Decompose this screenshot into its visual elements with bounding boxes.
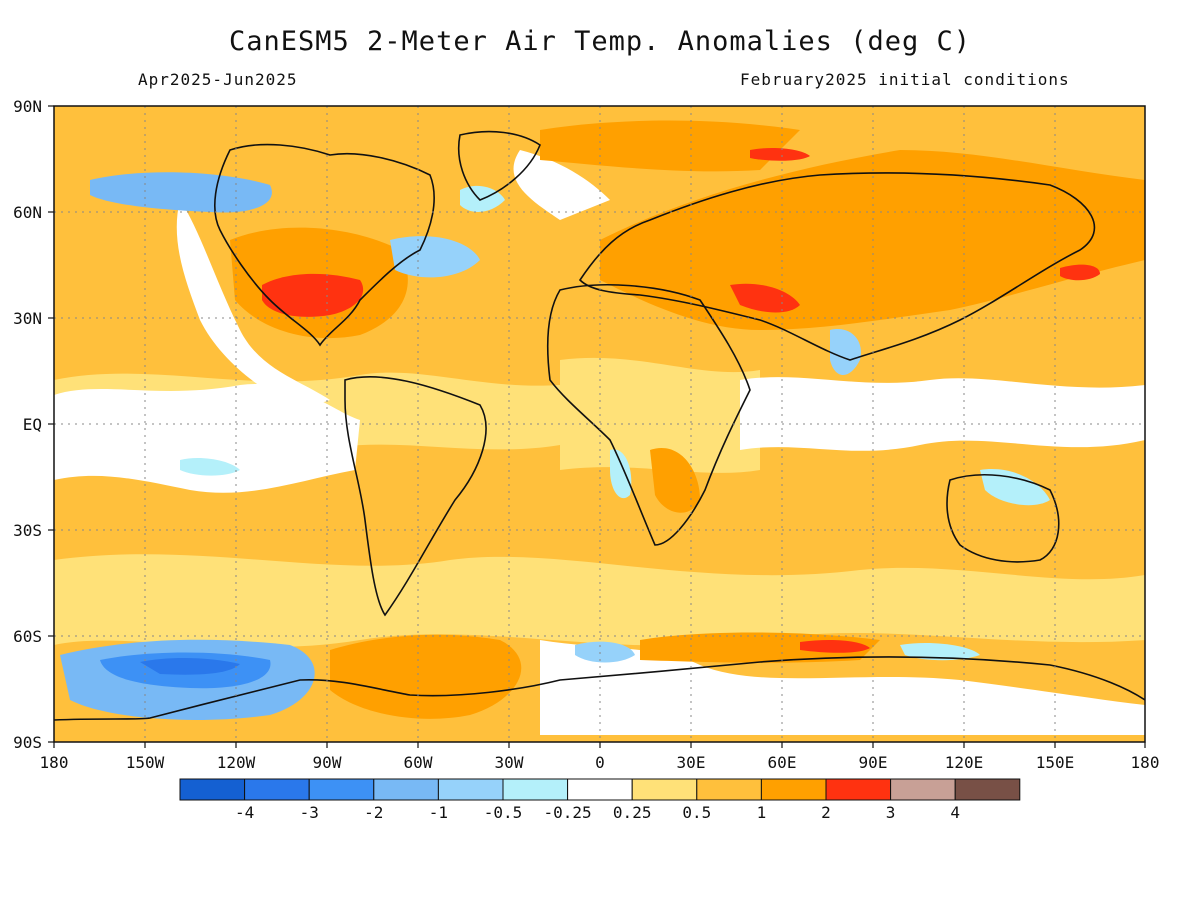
- southern-ocean-weak-warm: [54, 554, 1145, 648]
- lon-label: 150W: [126, 753, 165, 772]
- longitude-labels: 180 150W 120W 90W 60W 30W 0 30E 60E 90E …: [40, 753, 1160, 772]
- colorbar-cell: [631, 778, 698, 801]
- southern-indian-warm: [640, 632, 880, 663]
- antarctic-cool-patch: [900, 643, 980, 661]
- forecast-period: Apr2025-Jun2025: [138, 70, 298, 89]
- lon-label: 60W: [404, 753, 433, 772]
- colorbar-label: 0.5: [682, 803, 711, 822]
- southern-ocean-strong-warm: [800, 640, 870, 653]
- australia-cool: [980, 469, 1050, 506]
- north-america-coast: [214, 143, 435, 347]
- colorbar-cell: [437, 778, 504, 801]
- colorbar: -4 -3 -2 -1 -0.5 -0.25 0.25 0.5 1 2 3 4: [179, 778, 1021, 822]
- alaska-cool: [90, 172, 272, 213]
- colorbar-cell: [890, 778, 956, 801]
- lat-label: 30S: [13, 521, 42, 540]
- colorbar-label: -3: [300, 803, 319, 822]
- colorbar-label: 4: [950, 803, 960, 822]
- lon-label: 120W: [217, 753, 256, 772]
- colorbar-cell: [954, 778, 1021, 801]
- colorbar-label: -4: [235, 803, 254, 822]
- graticule: [54, 106, 1145, 742]
- colorbar-cell: [696, 778, 762, 801]
- eastern-pacific-neutral: [54, 384, 360, 493]
- lon-label: 30E: [677, 753, 706, 772]
- south-america-coast: [344, 376, 487, 617]
- pacific-cool-patch: [180, 458, 240, 476]
- colorbar-label: -1: [429, 803, 448, 822]
- africa-coast: [546, 284, 751, 546]
- colorbar-cell: [373, 778, 439, 801]
- greenland-coast: [457, 130, 541, 201]
- labrador-cool: [390, 236, 480, 278]
- anomaly-field: [54, 106, 1145, 742]
- tropical-africa-weak-warm: [560, 357, 760, 473]
- lon-label: 180: [40, 753, 69, 772]
- latitude-labels: 90N 60N 30N EQ 30S 60S 90S: [13, 97, 42, 752]
- lon-label: 30W: [495, 753, 524, 772]
- colorbar-label: 2: [821, 803, 831, 822]
- indian-ocean-neutral: [740, 377, 1145, 451]
- middle-east-strong-warm: [730, 283, 800, 313]
- colorbar-label: -2: [364, 803, 383, 822]
- arctic-strong-warm: [750, 148, 810, 161]
- colorbar-cell: [502, 778, 569, 801]
- lat-label: EQ: [23, 415, 42, 434]
- map-title: CanESM5 2-Meter Air Temp. Anomalies (deg…: [229, 26, 971, 57]
- initial-conditions: February2025 initial conditions: [740, 70, 1070, 89]
- lon-label: 90W: [313, 753, 342, 772]
- colorbar-label: 3: [886, 803, 896, 822]
- axis-ticks: [48, 105, 1146, 748]
- us-strong-warm: [262, 273, 364, 317]
- antarctica-coast: [54, 656, 1145, 721]
- colorbar-label: -0.5: [484, 803, 523, 822]
- colorbar-cell: [244, 778, 310, 801]
- amundsen-sea-core-cool: [140, 658, 240, 675]
- lat-label: 60S: [13, 627, 42, 646]
- lon-label: 180: [1131, 753, 1160, 772]
- colorbar-cell: [760, 778, 827, 801]
- colorbar-cell: [567, 778, 633, 801]
- colorbar-cell: [825, 778, 892, 801]
- lon-label: 90E: [859, 753, 888, 772]
- lat-label: 90S: [13, 733, 42, 752]
- weddell-sea-warm: [330, 634, 522, 719]
- lon-label: 150E: [1036, 753, 1075, 772]
- antarctic-neutral: [540, 640, 1145, 735]
- colorbar-label: 0.25: [613, 803, 652, 822]
- colorbar-label: 1: [757, 803, 767, 822]
- lat-label: 60N: [13, 203, 42, 222]
- southern-africa-warm: [650, 448, 700, 513]
- lon-label: 120E: [945, 753, 984, 772]
- north-atlantic-neutral: [513, 150, 610, 220]
- arctic-warm: [540, 120, 800, 172]
- coastlines: [54, 130, 1145, 721]
- atlantic-cool-patch: [610, 449, 632, 499]
- colorbar-cell: [179, 778, 246, 801]
- south-atlantic-cool: [575, 641, 635, 663]
- colorbar-cell: [308, 778, 375, 801]
- north-pacific-neutral-band: [176, 200, 330, 410]
- india-cool: [830, 329, 861, 375]
- lat-label: 30N: [13, 309, 42, 328]
- lon-label: 60E: [768, 753, 797, 772]
- lat-label: 90N: [13, 97, 42, 116]
- eurasia-coast: [578, 172, 1096, 361]
- australia-coast: [946, 474, 1060, 563]
- north-pacific-strong-warm: [1060, 264, 1100, 281]
- lon-label: 0: [595, 753, 605, 772]
- colorbar-label: -0.25: [544, 803, 592, 822]
